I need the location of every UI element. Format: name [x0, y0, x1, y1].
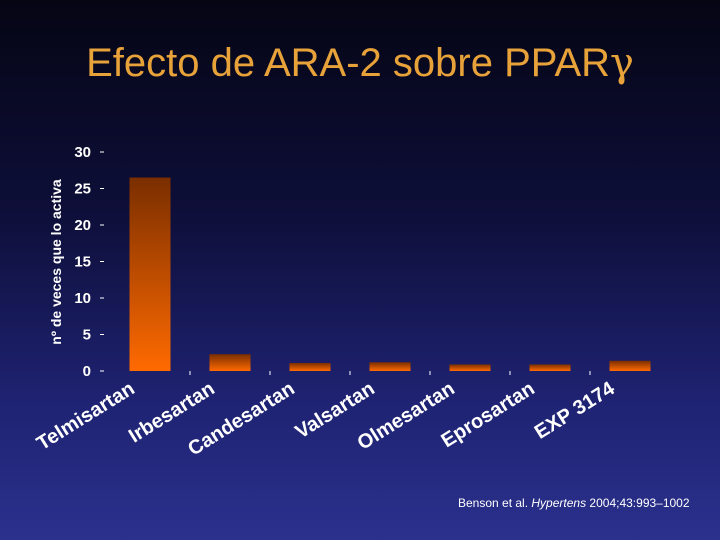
y-tick-label: 20 [74, 217, 91, 234]
bar-olmesartan [449, 364, 491, 371]
bar-candesartan [289, 362, 331, 371]
slide-title: Efecto de ARA-2 sobre PPARγ [0, 40, 720, 86]
bar-valsartan [369, 362, 411, 371]
bar-eprosartan [529, 364, 571, 371]
y-tick-label: 0 [83, 363, 91, 380]
bar-exp-3174 [609, 360, 651, 371]
category-labels: TelmisartanIrbesartanCandesartanValsarta… [33, 377, 619, 460]
x-axis [189, 371, 591, 375]
citation-details: 2004;43:993–1002 [586, 496, 690, 510]
bar-telmisartan [129, 177, 171, 371]
y-axis-title: nº de veces que lo activa [48, 179, 64, 345]
y-tick-label: 5 [83, 327, 91, 344]
y-tick-label: 25 [74, 181, 91, 198]
y-tick-label: 30 [74, 144, 91, 161]
citation-journal: Hypertens [531, 496, 587, 510]
y-tick-label: 15 [74, 254, 91, 271]
bars [129, 177, 651, 371]
slide-title-text: Efecto de ARA-2 sobre PPAR [86, 41, 611, 85]
y-axis: 0 5 10 15 20 25 30 [74, 144, 104, 380]
bar-irbesartan [209, 354, 251, 371]
gamma-symbol: γ [610, 40, 634, 86]
category-label: Telmisartan [33, 378, 139, 455]
citation-authors: Benson et al. [458, 496, 532, 510]
citation: Benson et al. Hypertens 2004;43:993–1002 [458, 496, 690, 510]
category-label: EXP 3174 [531, 377, 619, 444]
y-tick-label: 10 [74, 290, 91, 307]
